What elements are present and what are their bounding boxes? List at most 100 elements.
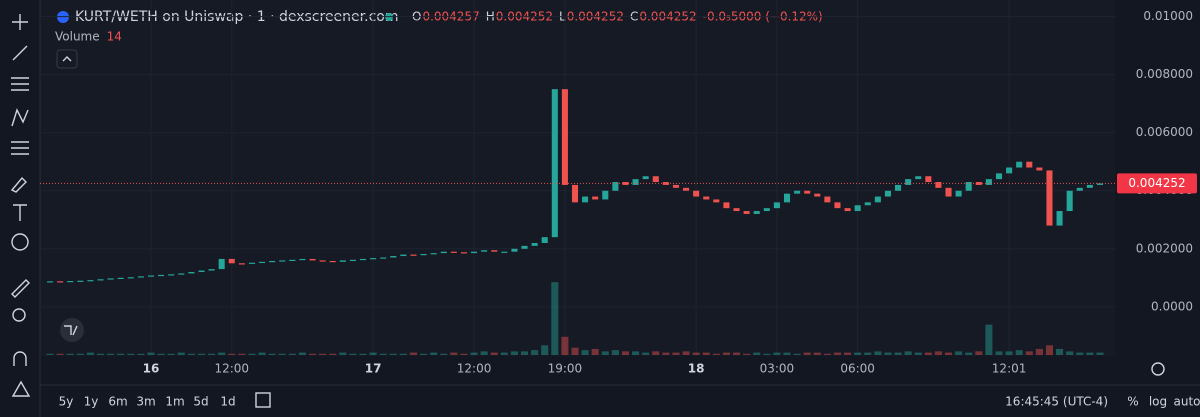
candle [208,269,215,271]
scale-button[interactable]: log [1149,395,1167,409]
volume-bar [581,350,589,355]
candle [259,261,266,264]
text-icon[interactable] [13,204,27,221]
volume-bar [228,353,236,355]
candle [339,260,346,262]
range-button[interactable]: 6m [108,395,127,409]
candle [491,250,498,252]
range-button[interactable]: 1y [84,395,99,409]
emoji-icon[interactable] [11,233,29,251]
trendline-icon[interactable] [12,45,28,61]
volume-bar [117,353,125,355]
range-button[interactable]: 5y [59,395,74,409]
candle [127,277,134,279]
x-tick-label: 12:00 [214,362,249,376]
candle [995,173,1003,180]
lock-icon[interactable] [11,380,31,397]
candle [884,190,891,197]
volume-bar [975,351,983,355]
candle [218,258,225,270]
volume-bar [874,351,882,355]
y-tick-label: 0.0000 [1151,299,1193,313]
volume-bar [803,352,811,355]
candle [329,260,336,263]
tv-logo [60,318,84,342]
volume-bar [157,353,165,355]
candle [460,252,467,254]
candle [147,275,155,277]
candle [279,260,286,262]
volume-bar [298,352,306,355]
candle [632,179,639,185]
volume-bar [1096,352,1104,355]
volume-bar [894,352,902,355]
volume-bar [399,353,407,355]
candle [804,190,811,194]
crosshair-icon[interactable] [12,14,28,30]
volume-bar [66,353,74,355]
volume-bar [147,352,155,355]
candle [248,262,255,264]
candle [450,251,457,253]
zoom-icon[interactable] [12,308,26,322]
candle [834,202,841,209]
volume-bar [520,351,529,355]
volume-bar [662,352,670,355]
candle [238,263,245,265]
candle [864,202,871,206]
brush-icon[interactable] [10,176,27,193]
volume-bar [884,352,892,355]
x-tick-label: 06:00 [840,362,875,376]
volume-bar [308,353,317,355]
volume-bar [349,353,357,355]
volume-bar [369,352,377,355]
y-tick-label: 0.008000 [1136,67,1193,81]
candle [905,179,912,185]
candle [521,245,528,249]
volume-bar [248,353,256,355]
volume-bar [601,351,609,355]
candle [269,260,276,263]
date-range-icon[interactable] [255,392,271,408]
volume-bar [107,353,115,355]
candle [1046,170,1053,226]
settings-icon[interactable] [1151,362,1165,376]
volume-bar [833,352,842,355]
candle [965,182,972,191]
candle [471,251,478,254]
candle [935,182,942,188]
collapse-button[interactable] [56,49,78,69]
candle [77,280,84,282]
volume-bar [591,348,599,355]
candle [228,258,235,264]
scale-button[interactable]: auto [1173,395,1200,409]
range-button[interactable]: 1m [165,395,184,409]
pattern-icon[interactable] [11,108,29,127]
range-button[interactable]: 5d [193,395,208,409]
volume-bar [278,353,286,355]
volume-bar [904,351,912,355]
candle [723,202,730,209]
tv-logo-mark [64,325,78,336]
projection-icon[interactable] [11,141,29,155]
left-toolbar[interactable] [10,14,31,397]
collapse-icon[interactable] [62,56,72,62]
range-button[interactable]: 1d [220,395,235,409]
magnet-icon[interactable] [13,351,27,366]
volume-bar [672,352,680,355]
scale-button[interactable]: % [1127,395,1138,409]
volume-bar [1005,351,1013,355]
candle [693,190,700,197]
ruler-icon[interactable] [11,279,30,298]
fib-icon[interactable] [11,77,29,91]
x-tick-label: 12:01 [992,362,1027,376]
volume-bar [621,351,630,355]
volume-bar [86,352,94,355]
candle [188,271,195,274]
candle [420,254,427,256]
volume-bar [531,350,539,355]
volume-bar [1015,350,1023,355]
range-button[interactable]: 3m [136,395,155,409]
volume-bar [187,353,195,355]
